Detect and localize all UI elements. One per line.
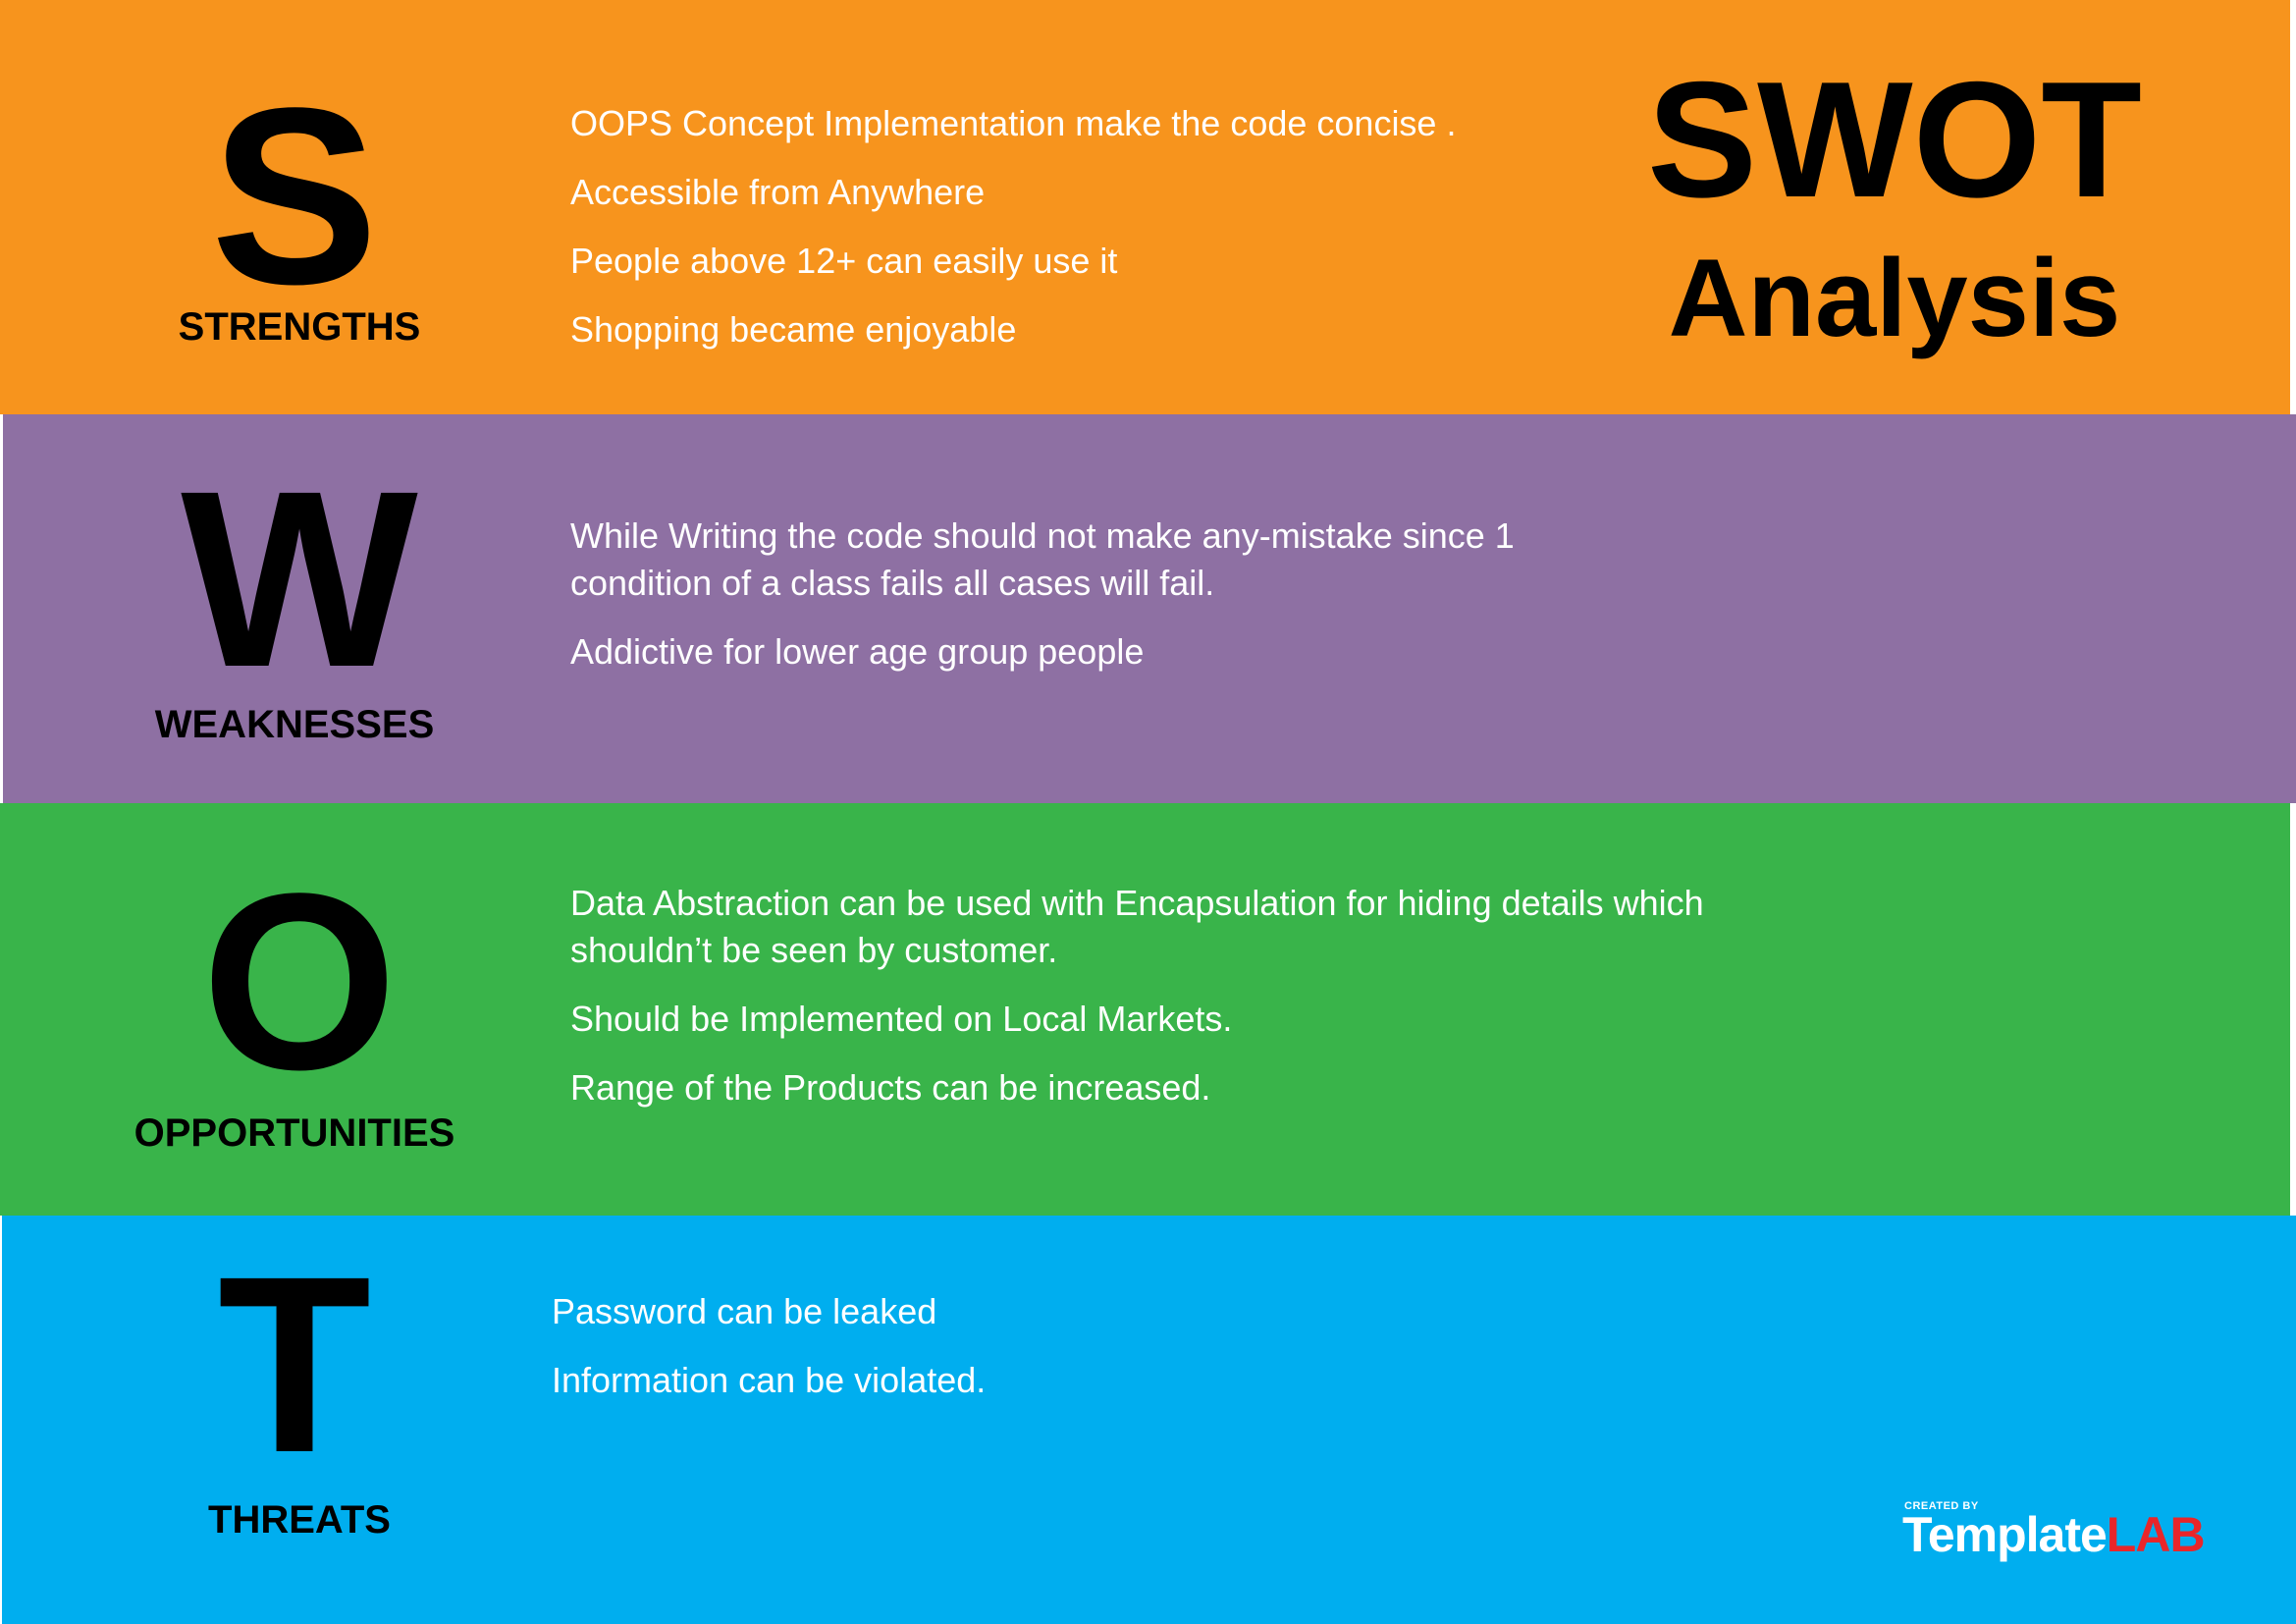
weaknesses-label: WEAKNESSES: [154, 703, 435, 746]
threats-list: Password can be leaked Information can b…: [552, 1288, 1730, 1426]
strengths-item: OOPS Concept Implementation make the cod…: [570, 103, 1457, 143]
strengths-band: [0, 0, 2290, 414]
logo-wordmark: TemplateLAB: [1902, 1507, 2206, 1562]
threats-band: [2, 1216, 2296, 1624]
title-swot: SWOT: [1647, 47, 2142, 232]
strengths-item: Accessible from Anywhere: [570, 172, 986, 212]
title-analysis: Analysis: [1668, 237, 2121, 359]
opportunities-letter: O: [201, 841, 398, 1122]
opportunities-item: Should be Implemented on Local Markets.: [570, 999, 1233, 1039]
opportunities-item: Data Abstraction can be used with Encaps…: [570, 883, 1704, 970]
logo-word-lab: LAB: [2106, 1507, 2206, 1562]
strengths-item: People above 12+ can easily use it: [570, 241, 1118, 281]
strengths-list: OOPS Concept Implementation make the cod…: [570, 100, 1581, 375]
weaknesses-item: While Writing the code should not make a…: [570, 515, 1515, 603]
strengths-label: STRENGTHS: [178, 305, 421, 349]
weaknesses-list: While Writing the code should not make a…: [570, 513, 1748, 697]
opportunities-list: Data Abstraction can be used with Encaps…: [570, 880, 1748, 1133]
opportunities-band: [0, 803, 2290, 1216]
weaknesses-letter: W: [181, 439, 418, 720]
templatelab-logo: CREATED BY TemplateLAB: [1902, 1500, 2226, 1563]
opportunities-item: Range of the Products can be increased.: [570, 1067, 1211, 1108]
weaknesses-band: [3, 414, 2296, 803]
threats-item: Password can be leaked: [552, 1291, 937, 1331]
strengths-item: Shopping became enjoyable: [570, 309, 1017, 350]
logo-word-template: Template: [1902, 1507, 2108, 1562]
strengths-letter: S: [210, 56, 379, 337]
logo-created-by: CREATED BY: [1904, 1500, 1979, 1512]
threats-item: Information can be violated.: [552, 1360, 987, 1400]
threats-letter: T: [217, 1224, 372, 1505]
weaknesses-item: Addictive for lower age group people: [570, 631, 1145, 672]
opportunities-label: OPPORTUNITIES: [133, 1111, 455, 1155]
threats-label: THREATS: [208, 1498, 391, 1542]
